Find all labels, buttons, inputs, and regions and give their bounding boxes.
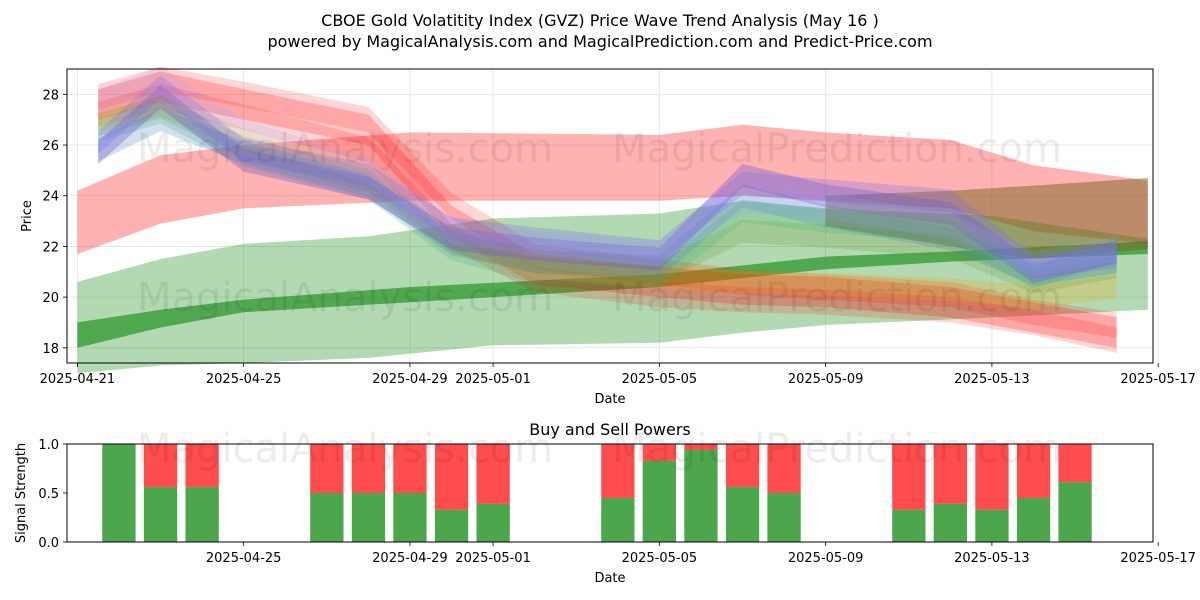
wave-ribbon-1 — [98, 66, 1117, 338]
watermark-prediction-bottom: MagicalPrediction.com — [612, 426, 1062, 472]
sell-power-bar — [601, 444, 635, 498]
buy-power-bar — [143, 487, 178, 542]
sell-power-bar — [684, 444, 718, 450]
signal-bars — [102, 444, 1092, 542]
signal-x-tick-label: 2025-05-05 — [622, 551, 698, 566]
price-x-tick-label: 2025-04-21 — [40, 372, 116, 387]
buy-power-bar — [393, 493, 427, 542]
price-x-tick-label: 2025-04-25 — [206, 372, 282, 387]
wave-ribbon-6 — [98, 108, 1117, 286]
price-grid — [67, 69, 1159, 363]
signal-chart-title: Buy and Sell Powers — [529, 420, 691, 439]
price-y-axis-label: Price — [20, 200, 35, 232]
buy-power-bar — [434, 509, 469, 542]
sell-power-bar — [933, 444, 967, 504]
wave-ribbon-2 — [98, 84, 1117, 353]
price-x-tick-label: 2025-05-01 — [455, 372, 531, 387]
buy-power-bar — [767, 493, 801, 542]
price-bands — [77, 124, 1148, 374]
signal-y-tick-label: 0.5 — [38, 487, 59, 502]
price-x-tick-label: 2025-05-09 — [788, 372, 864, 387]
sell-power-bar — [892, 444, 926, 510]
buy-power-bar — [1058, 482, 1092, 542]
buy-power-bar — [1016, 497, 1051, 542]
chart-subtitle: powered by MagicalAnalysis.com and Magic… — [267, 32, 932, 51]
wave-ribbon-0 — [98, 71, 1117, 348]
band-red-wide — [77, 124, 1148, 254]
signal-x-tick-label: 2025-05-13 — [954, 551, 1030, 566]
signal-x-tick-label: 2025-05-17 — [1120, 551, 1196, 566]
sell-power-bar — [143, 444, 178, 488]
signal-y-axis-label: Signal Strength — [14, 443, 29, 543]
signal-x-axis-label: Date — [594, 571, 625, 586]
signal-plot: Buy and Sell Powers MagicalAnalysis.com … — [14, 420, 1196, 586]
wave-ribbon-3 — [98, 93, 1117, 309]
buy-power-bar — [642, 460, 676, 542]
sell-power-bar — [975, 444, 1009, 510]
buy-power-bar — [975, 509, 1009, 542]
price-y-tick-label: 20 — [42, 291, 59, 306]
buy-power-bar — [310, 493, 344, 542]
watermark-analysis-bottom: MagicalAnalysis.com — [137, 426, 553, 472]
signal-x-tick-label: 2025-05-09 — [788, 551, 864, 566]
watermark-prediction-top: MagicalPrediction.com — [612, 126, 1062, 172]
price-y-tick-label: 28 — [42, 88, 59, 103]
chart-title: CBOE Gold Volatitity Index (GVZ) Price W… — [321, 11, 879, 30]
signal-x-tick-label: 2025-04-25 — [206, 551, 282, 566]
watermark-prediction-mid: MagicalPrediction.com — [612, 275, 1062, 321]
buy-power-bar — [476, 503, 510, 542]
sell-power-bar — [476, 444, 510, 504]
wave-ribbon-4 — [98, 95, 1117, 294]
price-x-tick-label: 2025-05-13 — [954, 372, 1030, 387]
watermark-analysis-mid: MagicalAnalysis.com — [137, 275, 553, 321]
price-x-tick-label: 2025-05-05 — [622, 372, 698, 387]
price-x-tick-label: 2025-05-17 — [1120, 372, 1196, 387]
buy-power-bar — [601, 497, 635, 542]
buy-power-bar — [102, 444, 136, 542]
band-olive-trend — [825, 178, 1148, 260]
wave-ribbon-9 — [98, 66, 1117, 277]
price-y-tick-label: 26 — [42, 139, 59, 154]
sell-power-bar — [725, 444, 760, 488]
wave-ribbon-8 — [98, 75, 1117, 279]
price-plot: MagicalAnalysis.com MagicalPrediction.co… — [20, 66, 1196, 407]
price-x-ticks: 2025-04-21 2025-04-25 2025-04-29 2025-05-01… — [40, 363, 1196, 387]
watermark-analysis-top: MagicalAnalysis.com — [137, 126, 553, 172]
signal-y-tick-label: 0.0 — [38, 536, 59, 551]
signal-x-tick-label: 2025-05-01 — [455, 551, 531, 566]
sell-power-bar — [642, 444, 676, 461]
buy-power-bar — [351, 493, 386, 542]
wave-ribbon-7 — [98, 85, 1117, 284]
sell-power-bar — [393, 444, 427, 493]
sell-power-bar — [185, 444, 219, 488]
buy-power-bar — [684, 449, 718, 542]
sell-power-bar — [351, 444, 386, 493]
sell-power-bar — [767, 444, 801, 493]
sell-power-bar — [1058, 444, 1092, 483]
sell-power-bar — [434, 444, 469, 510]
signal-y-tick-label: 1.0 — [38, 438, 59, 453]
buy-power-bar — [185, 487, 219, 542]
buy-power-bar — [933, 503, 967, 542]
signal-x-tick-label: 2025-04-29 — [372, 551, 448, 566]
price-y-tick-label: 24 — [42, 190, 59, 205]
price-y-tick-label: 22 — [42, 240, 59, 255]
price-waves — [98, 66, 1117, 353]
signal-y-ticks: 0.0 0.5 1.0 — [38, 438, 67, 551]
price-x-tick-label: 2025-04-29 — [372, 372, 448, 387]
price-x-axis-label: Date — [594, 392, 625, 407]
signal-x-ticks: 2025-04-25 2025-04-29 2025-05-01 2025-05-05… — [206, 542, 1196, 566]
price-plot-frame — [66, 68, 1154, 364]
sell-power-bar — [310, 444, 344, 493]
price-y-ticks: 18 20 22 24 26 28 — [42, 88, 67, 357]
buy-power-bar — [892, 509, 926, 542]
buy-power-bar — [725, 487, 760, 542]
price-y-tick-label: 18 — [42, 342, 59, 357]
wave-ribbon-5 — [98, 100, 1117, 289]
sell-power-bar — [1016, 444, 1051, 498]
